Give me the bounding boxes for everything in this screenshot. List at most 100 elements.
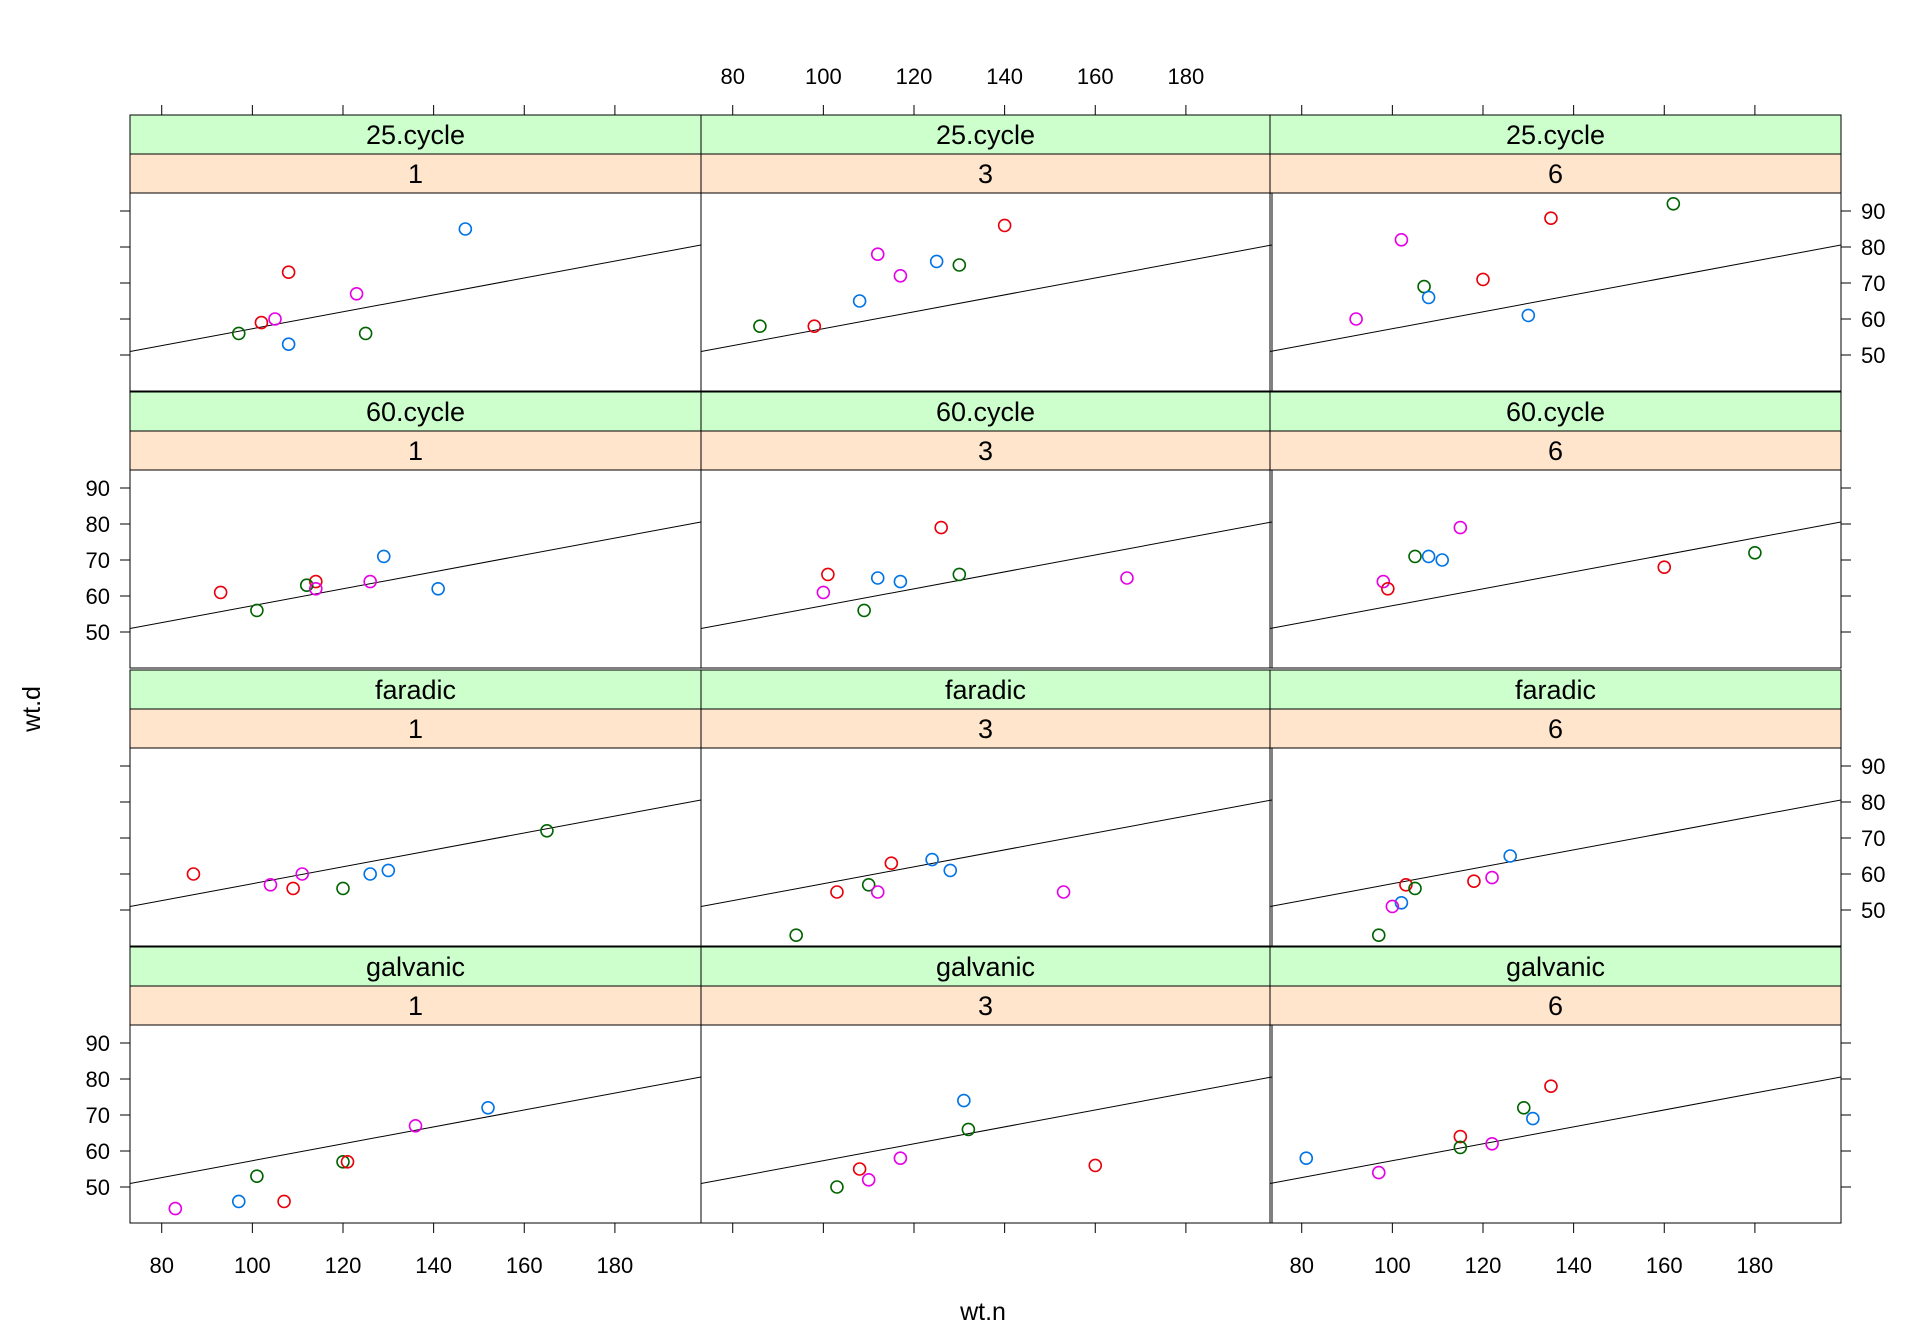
strip-top	[1269, 391, 1842, 432]
reference-line	[1270, 1076, 1841, 1185]
data-point	[1526, 1111, 1540, 1126]
strip-bottom	[1269, 153, 1842, 194]
data-point	[934, 520, 948, 535]
data-point	[336, 1155, 350, 1169]
strip-top-label: 60.cycle	[366, 397, 465, 427]
data-point	[309, 574, 323, 589]
data-point	[807, 319, 822, 334]
reference-line	[1270, 521, 1841, 630]
y-tick-label-right: 70	[1861, 826, 1885, 851]
data-point	[789, 928, 803, 943]
x-tick-label-bottom: 80	[149, 1253, 173, 1278]
data-point	[1088, 1158, 1103, 1173]
data-point	[213, 585, 228, 600]
y-axis-label: wt.d	[18, 686, 46, 733]
x-tick-label-bottom: 120	[325, 1253, 362, 1278]
reference-line	[130, 521, 701, 630]
data-point	[1394, 895, 1409, 910]
panel-faradic-3: faradic 3	[700, 669, 1273, 947]
y-tick-label-left: 80	[86, 512, 110, 537]
data-point	[857, 603, 871, 618]
panel-frame	[700, 469, 1273, 669]
y-tick-label-right: 50	[1861, 898, 1885, 923]
data-point	[861, 1173, 876, 1187]
data-point	[309, 581, 323, 596]
strip-top	[129, 114, 702, 155]
data-point	[1421, 290, 1436, 305]
data-point	[458, 222, 473, 236]
data-point	[884, 856, 899, 871]
strip-bottom-label: 1	[408, 714, 423, 744]
data-point	[893, 574, 908, 589]
data-point	[231, 326, 246, 341]
strip-top	[1269, 946, 1842, 987]
strip-bottom-label: 3	[978, 159, 993, 189]
data-point	[830, 885, 844, 899]
data-point	[893, 268, 908, 283]
x-tick-label-bottom: 120	[1465, 1253, 1502, 1278]
strip-bottom	[700, 153, 1273, 194]
x-tick-label-bottom: 160	[506, 1253, 543, 1278]
panel-frame	[129, 192, 702, 392]
data-point	[231, 1194, 246, 1209]
data-point	[870, 247, 885, 261]
x-tick-label-top: 180	[1168, 64, 1205, 89]
reference-line	[1270, 799, 1841, 908]
data-point	[1120, 571, 1134, 585]
data-point	[893, 1151, 908, 1165]
strip-top	[700, 946, 1273, 987]
data-point	[1544, 1079, 1558, 1093]
data-point	[408, 1119, 423, 1133]
data-point	[1056, 885, 1071, 899]
strip-bottom-label: 6	[1548, 436, 1563, 466]
strip-bottom-label: 1	[408, 436, 423, 466]
y-tick-label-left: 60	[86, 1139, 110, 1164]
x-tick-label-bottom: 180	[597, 1253, 634, 1278]
strip-top	[700, 391, 1273, 432]
strip-top-label: 25.cycle	[936, 120, 1035, 150]
data-point	[1544, 211, 1558, 225]
data-point	[1748, 545, 1762, 560]
data-point	[952, 567, 967, 582]
data-point	[250, 1169, 264, 1183]
data-point	[336, 881, 350, 896]
data-point	[1467, 874, 1481, 889]
data-point	[263, 877, 278, 892]
strip-bottom-label: 6	[1548, 159, 1563, 189]
strip-bottom	[129, 430, 702, 471]
strip-top	[1269, 669, 1842, 710]
data-point	[381, 863, 396, 878]
data-point	[1394, 233, 1409, 247]
x-tick-label-top: 140	[986, 64, 1023, 89]
data-point	[957, 1093, 971, 1108]
x-tick-label-bottom: 80	[1289, 1253, 1313, 1278]
data-point	[1453, 1140, 1468, 1155]
data-point	[376, 549, 391, 564]
data-point	[299, 578, 314, 593]
data-point	[1349, 312, 1363, 326]
data-point	[1516, 1101, 1531, 1115]
y-tick-label-right: 80	[1861, 235, 1885, 260]
y-tick-label-left: 70	[86, 548, 110, 573]
data-point	[870, 571, 885, 585]
data-point	[358, 326, 373, 341]
y-tick-label-left: 50	[86, 1175, 110, 1200]
data-point	[1421, 549, 1436, 564]
panel-frame	[129, 1024, 702, 1224]
data-point	[168, 1201, 183, 1216]
strip-top-label: galvanic	[366, 952, 465, 982]
data-point	[821, 567, 835, 582]
y-tick-label-right: 50	[1861, 343, 1885, 368]
panel-frame	[1269, 192, 1842, 392]
reference-line	[701, 521, 1272, 630]
panel-faradic-6: faradic 6	[1269, 669, 1842, 947]
reference-line	[701, 799, 1272, 908]
data-point	[340, 1155, 355, 1169]
data-point	[816, 585, 831, 600]
data-point	[1485, 870, 1499, 885]
data-point	[1435, 553, 1450, 567]
data-point	[1399, 877, 1413, 892]
data-point	[1408, 549, 1422, 564]
data-point	[925, 852, 939, 867]
